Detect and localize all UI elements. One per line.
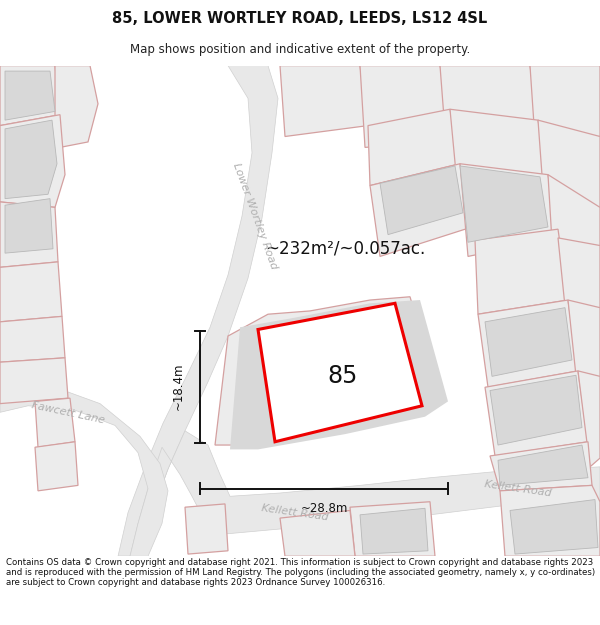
Text: 85: 85: [328, 364, 358, 388]
Text: 85, LOWER WORTLEY ROAD, LEEDS, LS12 4SL: 85, LOWER WORTLEY ROAD, LEEDS, LS12 4SL: [112, 11, 488, 26]
Polygon shape: [485, 371, 588, 456]
Polygon shape: [478, 300, 578, 388]
Polygon shape: [118, 66, 278, 556]
Polygon shape: [35, 442, 78, 491]
Polygon shape: [55, 66, 98, 148]
Polygon shape: [485, 308, 572, 376]
Text: ~28.8m: ~28.8m: [301, 502, 347, 515]
Text: ~232m²/~0.057ac.: ~232m²/~0.057ac.: [265, 240, 425, 258]
Polygon shape: [578, 371, 600, 467]
Polygon shape: [230, 300, 448, 449]
Text: Contains OS data © Crown copyright and database right 2021. This information is : Contains OS data © Crown copyright and d…: [6, 558, 595, 588]
Polygon shape: [475, 229, 568, 314]
Polygon shape: [0, 388, 168, 556]
Text: Fawcett Lane: Fawcett Lane: [31, 399, 106, 425]
Polygon shape: [0, 316, 65, 362]
Polygon shape: [280, 66, 368, 136]
Polygon shape: [0, 66, 60, 126]
Text: Lower Wortley Road: Lower Wortley Road: [231, 161, 279, 271]
Polygon shape: [530, 66, 600, 140]
Polygon shape: [380, 166, 463, 234]
Polygon shape: [368, 109, 460, 186]
Polygon shape: [568, 300, 600, 395]
Polygon shape: [5, 71, 55, 120]
Text: Kellett Road: Kellett Road: [484, 479, 552, 498]
Polygon shape: [0, 202, 58, 268]
Polygon shape: [5, 120, 57, 199]
Polygon shape: [450, 109, 548, 194]
Polygon shape: [370, 164, 472, 256]
Polygon shape: [490, 375, 582, 445]
Polygon shape: [360, 66, 450, 148]
Polygon shape: [185, 504, 228, 554]
Polygon shape: [118, 431, 600, 556]
Polygon shape: [350, 502, 435, 556]
Polygon shape: [510, 499, 598, 554]
Polygon shape: [460, 164, 558, 256]
Polygon shape: [548, 174, 600, 292]
Polygon shape: [5, 199, 53, 253]
Polygon shape: [0, 115, 65, 208]
Polygon shape: [538, 120, 600, 216]
Polygon shape: [500, 486, 600, 556]
Text: Map shows position and indicative extent of the property.: Map shows position and indicative extent…: [130, 42, 470, 56]
Polygon shape: [460, 166, 548, 242]
Polygon shape: [280, 511, 355, 556]
Polygon shape: [258, 303, 422, 442]
Polygon shape: [215, 297, 435, 445]
Polygon shape: [490, 442, 592, 491]
Polygon shape: [0, 358, 68, 404]
Polygon shape: [35, 398, 75, 448]
Polygon shape: [558, 238, 600, 336]
Text: ~18.4m: ~18.4m: [172, 363, 185, 411]
Text: Kellett Road: Kellett Road: [261, 503, 329, 522]
Polygon shape: [440, 66, 538, 131]
Polygon shape: [498, 445, 588, 486]
Polygon shape: [0, 262, 62, 322]
Polygon shape: [360, 508, 428, 554]
